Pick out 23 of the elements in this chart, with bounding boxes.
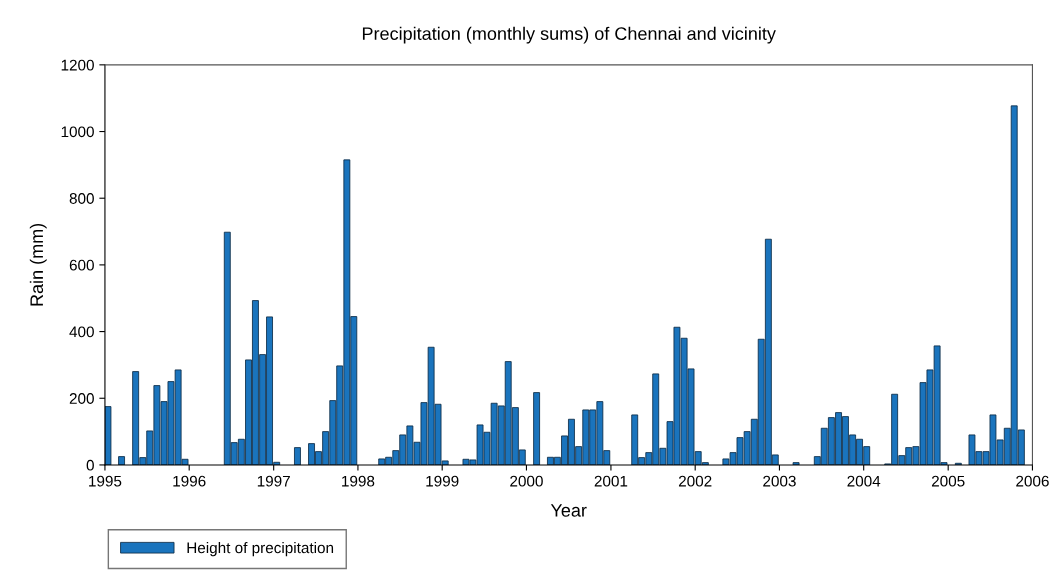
y-tick-label: 600 [69,259,94,271]
chart-title: Precipitation (monthly sums) of Chennai and vicinity [362,26,776,44]
x-tick-label: 2006 [1016,475,1049,487]
y-tick-label: 0 [86,459,94,471]
y-tick-label: 1000 [61,126,94,138]
x-tick-label: 1996 [173,475,206,487]
y-axis-title: Rain (mm) [29,223,47,306]
x-tick-label: 2003 [763,475,796,487]
x-tick-label: 1999 [426,475,459,487]
legend-label: Height of precipitation [187,542,334,557]
x-tick-label: 2004 [847,475,881,487]
x-tick-label: 1998 [342,475,375,487]
x-tick-label: 2001 [594,475,628,487]
x-tick-label: 2005 [931,475,965,487]
y-tick-label: 800 [69,193,94,204]
y-tick-label: 400 [69,326,94,338]
x-tick-label: 2000 [510,475,543,487]
y-tick-label: 200 [69,393,94,404]
x-tick-label: 1995 [89,475,122,487]
y-tick-label: 1200 [61,59,94,71]
x-tick-label: 1997 [257,475,290,487]
x-tick-label: 2002 [678,475,712,487]
x-axis-title: Year [550,504,587,517]
